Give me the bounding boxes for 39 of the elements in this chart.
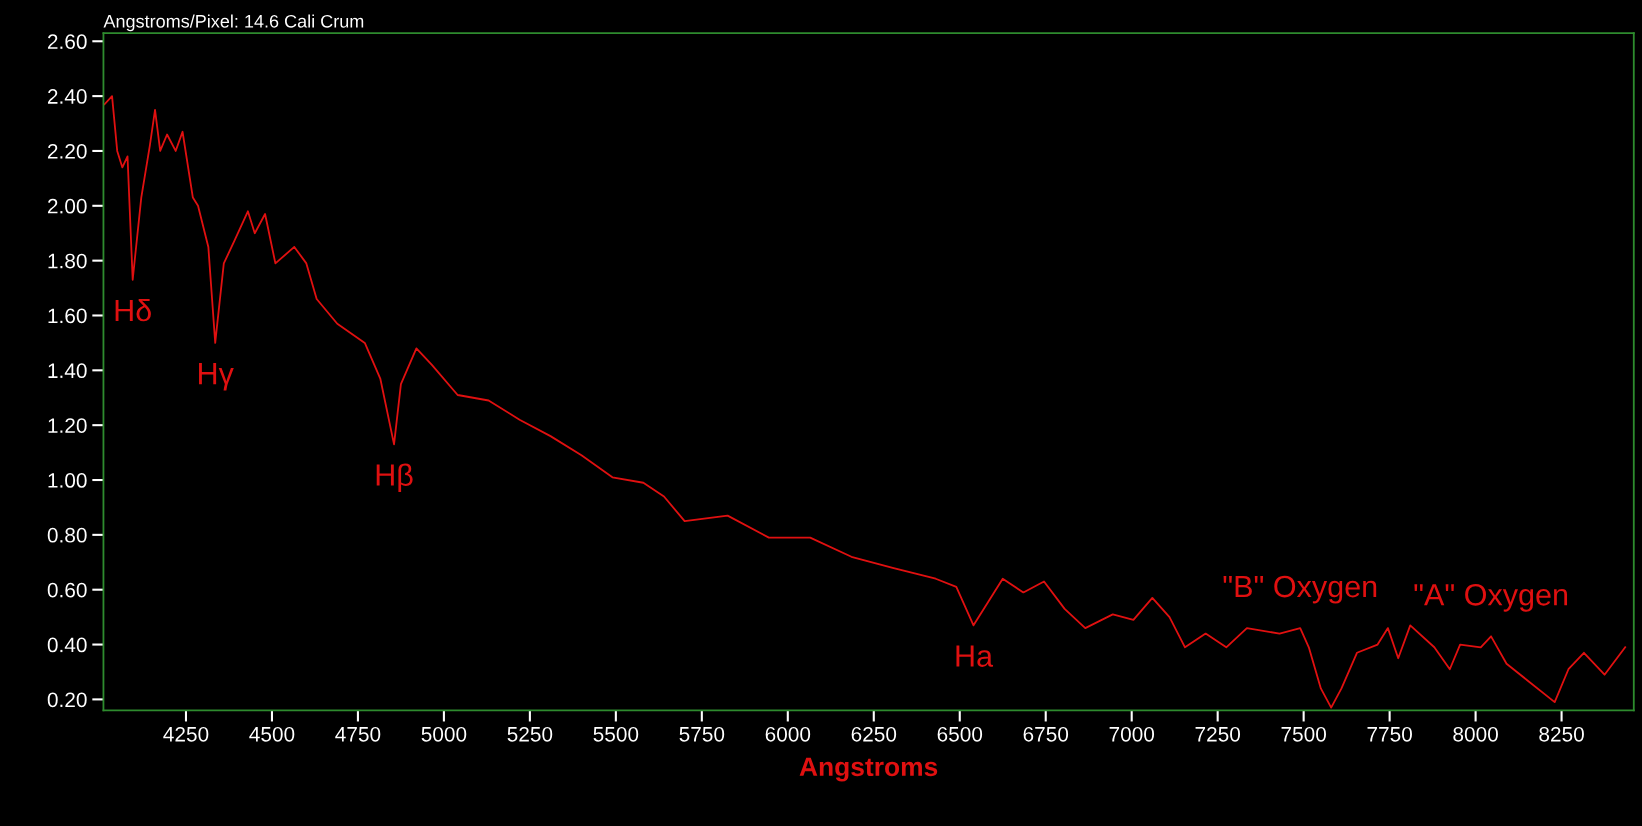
y-tick-label: 0.20 <box>47 692 87 708</box>
x-tick-label: 7000 <box>1109 726 1155 742</box>
annotation: Hγ <box>199 363 234 391</box>
y-tick-label: 0.40 <box>47 637 87 653</box>
y-tick-label: 2.60 <box>47 34 87 50</box>
x-tick-label: 5250 <box>507 726 553 742</box>
annotation: "B" Oxygen <box>1223 575 1377 604</box>
y-tick-label: 0.60 <box>47 582 87 598</box>
y-tick-label: 1.00 <box>48 473 87 488</box>
x-tick-label: 5750 <box>679 726 725 742</box>
y-tick-label: 2.40 <box>47 89 87 104</box>
x-tick-label: 7250 <box>1195 726 1241 742</box>
annotation: Hδ <box>115 298 151 322</box>
x-tick-label: 6000 <box>765 726 811 742</box>
annotation: "A" Oxygen <box>1414 584 1568 612</box>
x-tick-label: 7750 <box>1367 726 1412 742</box>
x-tick-label: 6250 <box>851 726 897 742</box>
y-tick-label: 1.80 <box>48 253 87 269</box>
y-tick-label: 1.40 <box>48 363 87 379</box>
annotation: Ha <box>956 645 994 667</box>
y-tick-label: 1.20 <box>48 418 87 433</box>
y-tick-label: 0.80 <box>47 527 87 543</box>
x-tick-label: 6750 <box>1023 726 1069 742</box>
line-series <box>103 95 1627 709</box>
y-tick-label: 2.00 <box>47 198 87 214</box>
x-tick-label: 8000 <box>1453 726 1498 742</box>
x-tick-label: 4500 <box>249 726 295 742</box>
annotation: Hβ <box>376 463 413 492</box>
x-tick-label: 5000 <box>421 726 467 742</box>
x-tick-label: 6500 <box>937 726 983 742</box>
y-tick-label: 2.20 <box>47 143 87 159</box>
x-axis-title: Angstroms <box>799 757 938 782</box>
x-tick-label: 7500 <box>1281 726 1327 742</box>
x-tick-label: 4250 <box>163 726 209 742</box>
x-tick-label: 8250 <box>1539 726 1584 742</box>
y-tick-label: 1.60 <box>48 308 87 324</box>
x-tick-label: 5500 <box>593 726 639 742</box>
x-tick-label: 4750 <box>335 726 381 742</box>
chart-title: Angstroms/Pixel: 14.6 Cali Crum <box>103 14 364 32</box>
